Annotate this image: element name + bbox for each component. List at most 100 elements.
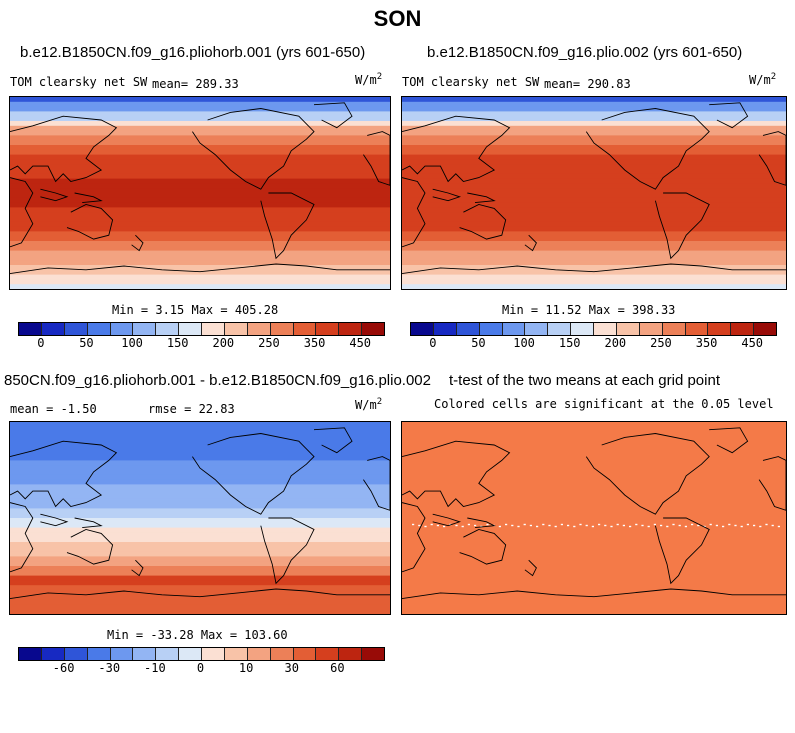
panel2-units: W/m2 <box>749 72 777 87</box>
panel3-minmax: Min = -33.28 Max = 103.60 <box>107 628 288 642</box>
map-band <box>402 125 786 132</box>
map-band <box>10 431 390 437</box>
map-band <box>10 508 390 514</box>
nonsignificant-cell <box>486 523 489 526</box>
colorbar-box-15 <box>754 323 776 335</box>
map-band <box>10 241 390 247</box>
map-band <box>402 590 786 596</box>
colorbar-box-6 <box>548 323 572 335</box>
coastline <box>10 440 118 508</box>
colorbar-box-3 <box>479 323 503 335</box>
map-band <box>402 255 786 261</box>
colorbar-tick-label: 350 <box>695 336 718 350</box>
nonsignificant-cell <box>548 524 551 527</box>
colorbar-box-13 <box>316 648 340 660</box>
nonsignificant-cell <box>653 523 656 526</box>
coastline <box>260 517 315 585</box>
map-band <box>402 479 786 485</box>
map-band <box>402 566 786 572</box>
coastline <box>10 115 118 183</box>
map-band <box>402 101 786 108</box>
coastline <box>467 517 496 529</box>
map-band <box>10 111 390 117</box>
nonsignificant-cell <box>461 525 464 528</box>
map-band <box>10 537 390 543</box>
nonsignificant-cell <box>635 523 638 526</box>
map-band <box>10 97 390 103</box>
colorbar-tick-label: 50 <box>471 336 486 350</box>
coastline <box>192 433 315 515</box>
map-band <box>402 474 786 481</box>
coastline <box>313 102 353 129</box>
map-band <box>10 422 390 428</box>
nonsignificant-cell <box>585 524 588 527</box>
map-band <box>402 260 786 266</box>
nonsignificant-cell <box>560 523 563 526</box>
map-band <box>10 173 390 180</box>
colorbar-tick-label: 10 <box>238 661 254 675</box>
map-band <box>10 135 390 141</box>
map-band <box>10 212 390 218</box>
coastline <box>402 115 511 183</box>
map-band <box>402 575 786 581</box>
colorbar-box-7 <box>179 648 202 660</box>
nonsignificant-cell <box>691 523 694 526</box>
nonsignificant-cell <box>498 525 501 528</box>
panel4-title: t-test of the two means at each grid poi… <box>449 372 720 389</box>
coastline <box>66 204 114 240</box>
nonsignificant-cell <box>753 524 756 527</box>
map-band <box>10 149 390 156</box>
nonsignificant-cell <box>771 524 774 527</box>
map-band <box>402 532 786 538</box>
map-band <box>402 604 786 610</box>
nonsignificant-cell <box>517 525 520 528</box>
coastline <box>74 192 103 204</box>
nonsignificant-cell <box>610 525 613 528</box>
nonsignificant-cell <box>443 525 446 528</box>
colorbar-tick-label: 200 <box>212 336 235 350</box>
coastline <box>10 263 390 275</box>
map-band <box>10 245 390 252</box>
nonsignificant-cell <box>412 523 415 526</box>
colorbar-tick-label: -60 <box>52 661 75 675</box>
nonsignificant-cell <box>697 524 700 527</box>
map-band <box>402 154 786 160</box>
map-band <box>10 446 390 452</box>
colorbar-box-6 <box>156 323 180 335</box>
map-band <box>10 207 390 213</box>
nonsignificant-cell <box>647 525 650 528</box>
map-band <box>10 125 390 132</box>
colorbar-box-1 <box>41 648 65 660</box>
panel3-mean-label: mean = -1.50 <box>10 402 97 416</box>
colorbar-box-5 <box>525 323 549 335</box>
panel2-title: b.e12.B1850CN.f09_g16.plio.002 (yrs 601-… <box>427 44 743 61</box>
nonsignificant-cell <box>542 523 545 526</box>
map-band <box>402 241 786 247</box>
map-band <box>10 188 390 194</box>
map-band <box>402 546 786 553</box>
colorbar-box-6 <box>156 648 180 660</box>
colorbar-tick-label: 100 <box>513 336 535 350</box>
nonsignificant-cell <box>598 523 601 526</box>
map-band <box>10 532 390 538</box>
colorbar-box-0 <box>19 323 42 335</box>
map-band <box>10 197 390 204</box>
map-band <box>10 590 390 596</box>
map-band <box>10 570 390 577</box>
colorbar-box-8 <box>202 323 225 335</box>
colorbar-box-14 <box>339 323 363 335</box>
map-band <box>402 106 786 112</box>
colorbar-box-12 <box>293 648 317 660</box>
map-band <box>10 284 390 289</box>
map-band <box>10 585 390 591</box>
map-band <box>10 164 390 170</box>
nonsignificant-cell <box>734 524 737 527</box>
map-band <box>10 193 390 199</box>
colorbar-box-7 <box>179 323 202 335</box>
map-band <box>10 217 390 223</box>
coastline <box>432 188 462 202</box>
colorbar-tick-label: 350 <box>303 336 326 350</box>
panel2-minmax: Min = 11.52 Max = 398.33 <box>502 303 676 317</box>
nonsignificant-cell <box>467 523 470 526</box>
map-band <box>402 422 786 428</box>
